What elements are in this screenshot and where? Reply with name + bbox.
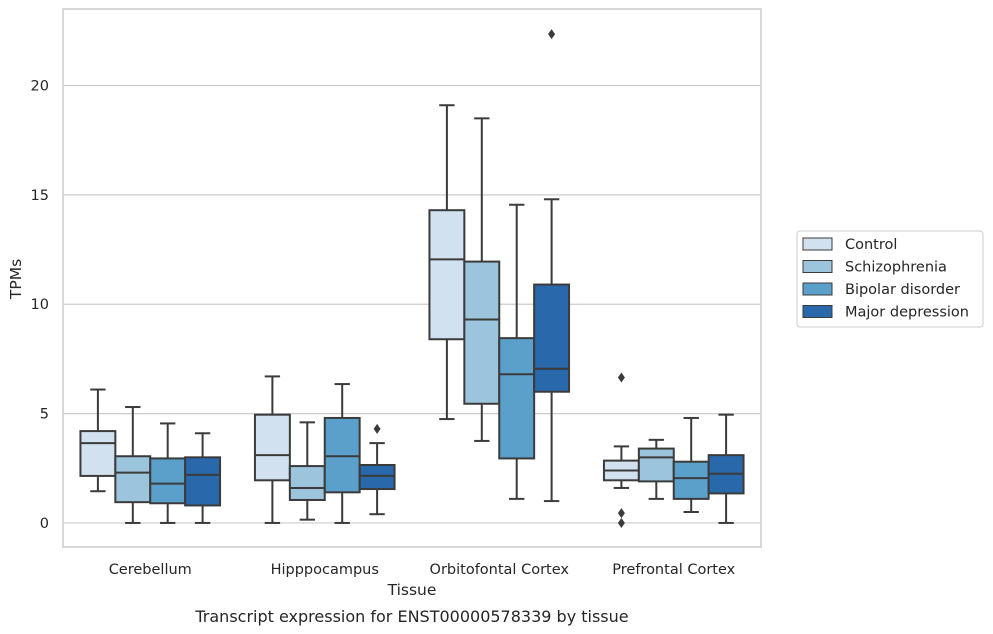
legend-frame bbox=[796, 230, 984, 328]
legend: Control Schizophrenia Bipolar disorder Majo… bbox=[796, 230, 984, 328]
legend-label: Schizophrenia bbox=[845, 260, 947, 276]
y-axis-ticks: 0 5 10 15 20 bbox=[31, 79, 49, 532]
plot-frame bbox=[62, 8, 762, 548]
box-control bbox=[602, 372, 640, 528]
box-major-depression bbox=[184, 432, 222, 524]
box-major-depression bbox=[358, 423, 396, 516]
box-groups bbox=[79, 29, 745, 528]
box-schizophrenia bbox=[637, 438, 675, 500]
box-control bbox=[428, 104, 466, 421]
legend-swatch bbox=[802, 237, 833, 251]
x-tick-label: Prefrontal Cortex bbox=[612, 562, 735, 578]
outlier-point bbox=[373, 423, 381, 434]
box-iqr bbox=[637, 447, 675, 483]
box-iqr bbox=[358, 463, 396, 491]
box-schizophrenia bbox=[114, 406, 152, 524]
box-iqr bbox=[288, 465, 326, 501]
box-schizophrenia bbox=[288, 421, 326, 521]
box-iqr bbox=[79, 430, 117, 477]
legend-label: Bipolar disorder bbox=[845, 282, 960, 298]
box-iqr bbox=[323, 416, 361, 494]
box-iqr bbox=[672, 460, 710, 500]
x-tick-label: Orbitofontal Cortex bbox=[430, 562, 570, 578]
y-tick-label: 5 bbox=[40, 407, 49, 423]
box-iqr bbox=[114, 455, 152, 504]
y-tick-label: 20 bbox=[31, 79, 49, 95]
x-tick-label: Hipppocampus bbox=[271, 562, 379, 578]
legend-label: Major depression bbox=[845, 305, 969, 321]
box-iqr bbox=[428, 209, 466, 341]
legend-swatch bbox=[802, 260, 833, 273]
box-bipolar-disorder bbox=[149, 422, 187, 524]
box-major-depression bbox=[533, 29, 571, 503]
legend-swatch bbox=[802, 305, 833, 318]
box-iqr bbox=[253, 413, 291, 482]
x-axis-label: Tissue bbox=[387, 581, 437, 599]
box-major-depression bbox=[707, 413, 745, 524]
box-iqr bbox=[184, 456, 222, 507]
box-bipolar-disorder bbox=[498, 203, 536, 500]
x-tick-label: Cerebellum bbox=[109, 562, 192, 578]
box-schizophrenia bbox=[463, 117, 501, 442]
box-iqr bbox=[149, 457, 187, 505]
x-axis-ticks: Cerebellum Hipppocampus Orbitofontal Corte… bbox=[109, 562, 736, 578]
box-iqr bbox=[533, 283, 571, 393]
outlier-point bbox=[617, 517, 625, 528]
y-tick-label: 0 bbox=[40, 516, 49, 532]
box-iqr bbox=[498, 337, 536, 460]
outlier-point bbox=[548, 29, 556, 40]
legend-label: Control bbox=[845, 237, 897, 253]
outlier-point bbox=[617, 508, 625, 519]
y-tick-label: 10 bbox=[31, 297, 49, 313]
y-axis-label: TPMs bbox=[7, 259, 25, 300]
box-control bbox=[79, 388, 117, 493]
box-control bbox=[253, 375, 291, 524]
legend-swatch bbox=[802, 282, 833, 296]
chart-caption: Transcript expression for ENST0000057833… bbox=[194, 607, 628, 626]
box-bipolar-disorder bbox=[323, 383, 361, 524]
grid-lines bbox=[63, 84, 761, 524]
outlier-point bbox=[617, 372, 625, 383]
y-tick-label: 15 bbox=[31, 188, 49, 204]
box-bipolar-disorder bbox=[672, 416, 710, 514]
box-iqr bbox=[463, 260, 501, 405]
